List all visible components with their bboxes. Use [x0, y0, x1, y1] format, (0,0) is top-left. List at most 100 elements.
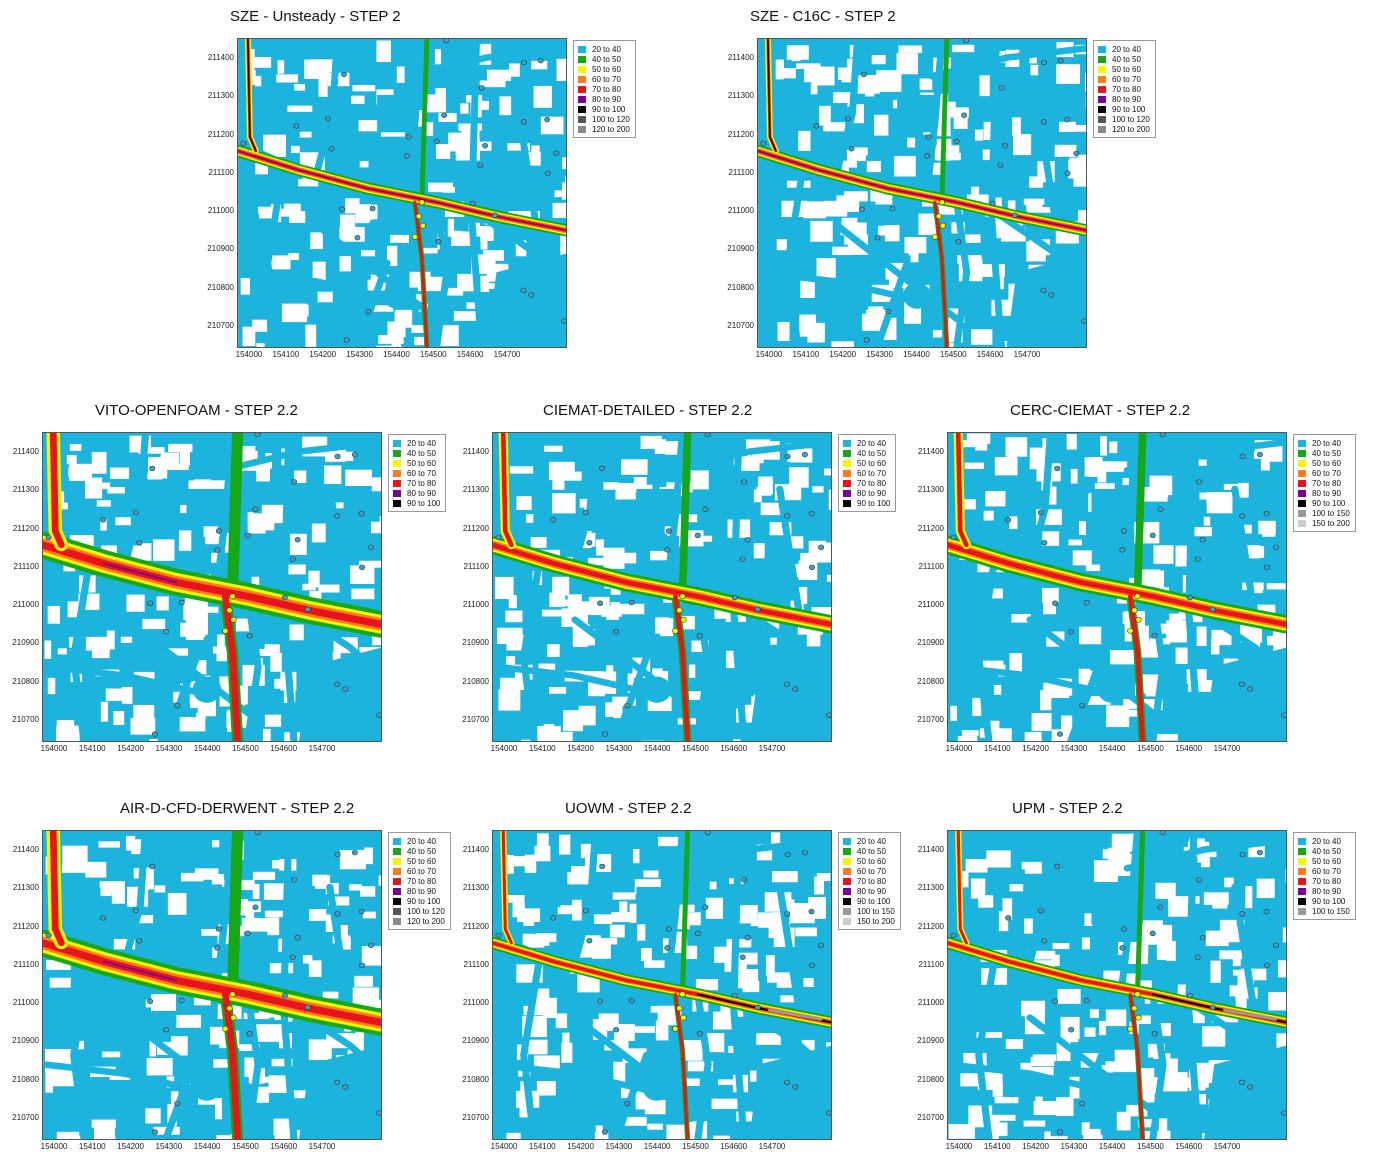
x-tick-label: 154600 [270, 744, 298, 753]
monitoring-point [1256, 451, 1263, 458]
monitoring-point [553, 150, 560, 157]
x-tick-label: 154200 [117, 1142, 144, 1151]
monitoring-point [1247, 1084, 1254, 1090]
monitoring-point-high [1127, 1025, 1134, 1032]
x-tick-label: 154500 [419, 350, 447, 359]
legend-label: 90 to 100 [407, 896, 441, 906]
street [1149, 593, 1167, 741]
building-block [565, 176, 566, 198]
monitoring-point-high [939, 222, 946, 229]
street [571, 433, 600, 567]
building-block [1138, 1119, 1154, 1128]
legend-swatch [1298, 519, 1306, 527]
building-block [136, 915, 154, 924]
building-block [453, 311, 478, 321]
plume-hotspot-grey [768, 1008, 823, 1021]
legend-entry: 80 to 90 [843, 886, 895, 896]
y-tick-label: 210700 [207, 321, 234, 330]
monitoring-point [1151, 1031, 1158, 1037]
x-tick-label: 154000 [945, 1142, 973, 1151]
legend-entry: 50 to 60 [1298, 458, 1350, 468]
monitoring-point [963, 39, 970, 44]
monitoring-point [482, 142, 488, 149]
monitoring-point [665, 528, 672, 534]
building-block [709, 881, 717, 890]
y-tick-label: 211300 [462, 485, 489, 495]
monitoring-point [1011, 212, 1018, 219]
x-tick-label: 154700 [758, 1142, 786, 1151]
x-tick-label: 154200 [117, 744, 144, 753]
x-tick-label: 154300 [1060, 1142, 1088, 1151]
plume-side-street [1133, 433, 1147, 600]
monitoring-point [1149, 930, 1156, 937]
building-block [979, 75, 990, 97]
monitoring-point [215, 926, 222, 932]
monitoring-point [1256, 849, 1263, 856]
monitoring-point [848, 145, 855, 152]
legend-label: 20 to 40 [857, 438, 886, 448]
legend-swatch [1298, 877, 1306, 885]
street [70, 958, 93, 1139]
x-tick-label: 154000 [490, 1142, 518, 1151]
building-block [436, 144, 451, 159]
building-block [733, 739, 744, 741]
monitoring-point [955, 239, 962, 245]
building-block [896, 53, 918, 75]
building-block [263, 134, 287, 157]
building-block [1005, 437, 1028, 457]
legend-swatch [1298, 867, 1306, 875]
building-block [283, 203, 301, 216]
legend-entry: 90 to 100 [393, 498, 440, 508]
x-tick-label: 154500 [232, 744, 259, 753]
building-block [358, 120, 382, 132]
monitoring-point [304, 1004, 311, 1011]
monitoring-point [334, 681, 341, 688]
legend-swatch [393, 917, 401, 925]
concentration-map [757, 38, 1087, 348]
y-tick-label: 211100 [13, 561, 39, 571]
building-block [976, 1032, 1003, 1038]
building-block [633, 849, 640, 864]
building-block [212, 947, 219, 959]
building-block [988, 588, 1003, 599]
monitoring-point [818, 544, 825, 551]
legend-entry: 60 to 70 [1098, 74, 1150, 84]
y-tick-label: 211400 [727, 53, 754, 62]
building-block [294, 470, 307, 483]
map-panel: SZE - Unsteady - STEP 2 211400 211300 21120… [195, 8, 690, 368]
street [1231, 883, 1259, 1021]
x-tick-label: 154400 [383, 350, 410, 359]
y-tick-label: 210900 [12, 1036, 39, 1046]
panel-title: SZE - C16C - STEP 2 [750, 8, 896, 25]
building-block [934, 145, 960, 161]
legend-entry: 20 to 40 [843, 836, 895, 846]
legend-entry: 20 to 40 [578, 44, 630, 54]
monitoring-point [1056, 1129, 1063, 1135]
x-tick-label: 154200 [567, 1142, 594, 1151]
map-svg [948, 831, 1286, 1139]
building-block [345, 198, 360, 214]
building-block [978, 660, 1004, 670]
building-block [848, 147, 868, 156]
monitoring-point [1005, 517, 1012, 523]
legend-label: 20 to 40 [592, 44, 621, 54]
y-tick-label: 211400 [917, 447, 944, 456]
building-block [256, 343, 265, 347]
y-tick-label: 211100 [918, 959, 944, 969]
building-block [1105, 1009, 1127, 1027]
building-block [1203, 516, 1211, 526]
harbor-area [1204, 647, 1286, 741]
building-block [1005, 1039, 1023, 1050]
street [43, 663, 211, 698]
plume-side-street [678, 433, 692, 600]
building-block [798, 587, 808, 604]
monitoring-point-high [419, 222, 426, 229]
monitoring-point [760, 140, 767, 147]
panel-title: UPM - STEP 2.2 [1012, 800, 1123, 817]
monitoring-point [334, 911, 341, 917]
legend-swatch [393, 897, 401, 905]
building-block [251, 57, 272, 68]
plume-west-core [247, 39, 257, 152]
legend-label: 100 to 150 [1312, 906, 1350, 916]
monitoring-point [784, 681, 791, 688]
